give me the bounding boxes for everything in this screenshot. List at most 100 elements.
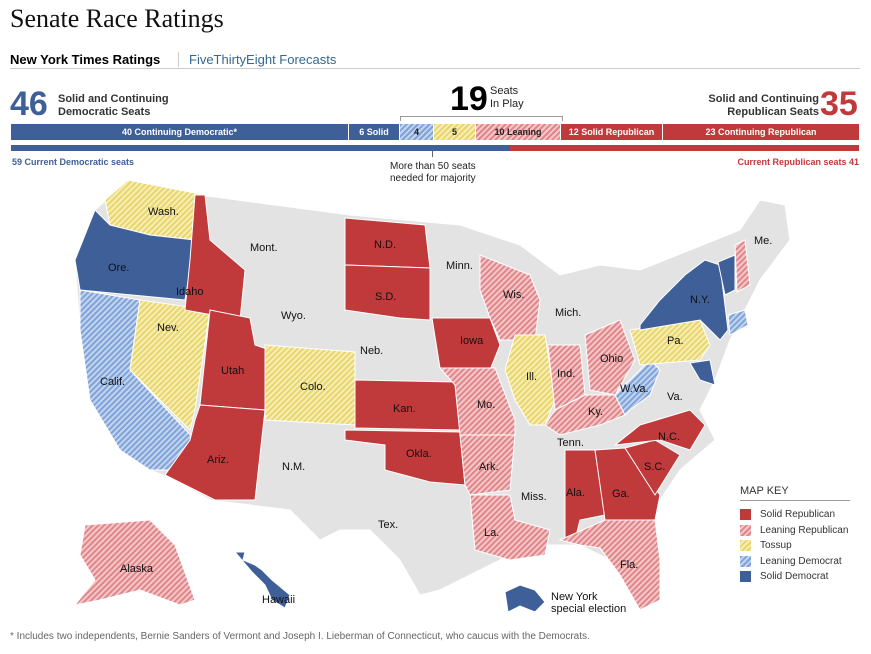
key-tossup: Tossup — [740, 538, 850, 554]
key-lean-dem: Leaning Democrat — [740, 554, 850, 570]
key-label: Leaning Democrat — [760, 555, 842, 567]
dem-label-2: Democratic Seats — [58, 106, 151, 118]
state-label-wva: W.Va. — [620, 383, 649, 395]
state-label-me: Me. — [754, 235, 772, 247]
state-label-mo: Mo. — [477, 399, 495, 411]
state-sd[interactable] — [344, 264, 431, 321]
state-label-ohio: Ohio — [600, 353, 623, 365]
state-label-miss: Miss. — [521, 491, 547, 503]
bar-solid-rep: 12 Solid Republican — [561, 124, 663, 140]
majority-note-1: More than 50 seats — [390, 161, 476, 172]
rep-label-2: Republican Seats — [727, 106, 819, 118]
state-label-utah: Utah — [221, 365, 244, 377]
state-sc[interactable] — [624, 439, 681, 496]
state-fla[interactable] — [558, 519, 661, 611]
state-label-ark: Ark. — [479, 461, 499, 473]
play-label-2: In Play — [490, 98, 524, 110]
ny-special-shape[interactable] — [504, 584, 546, 613]
ny-special-label: New York special election — [551, 591, 626, 615]
state-label-nd: N.D. — [374, 239, 396, 251]
state-label-iowa: Iowa — [460, 335, 484, 347]
play-label: Seats In Play — [490, 85, 524, 111]
footnote: * Includes two independents, Bernie Sand… — [10, 631, 590, 642]
bar-lean-dem: 4 — [400, 124, 434, 140]
state-vt[interactable] — [717, 254, 736, 296]
state-label-hawaii: Hawaii — [262, 594, 295, 606]
state-label-nev: Nev. — [157, 322, 179, 334]
rep-count: 35 — [820, 85, 858, 123]
state-ariz[interactable] — [164, 404, 266, 501]
state-label-ill: Ill. — [526, 371, 537, 383]
majority-tick — [432, 151, 433, 157]
state-label-wash: Wash. — [148, 206, 179, 218]
in-play-bracket — [400, 116, 563, 121]
ny-special-label-2: special election — [551, 603, 627, 615]
swatch-solid-rep — [740, 509, 751, 521]
state-label-alaska: Alaska — [120, 563, 154, 575]
key-solid-dem: Solid Democrat — [740, 569, 850, 585]
key-solid-rep: Solid Republican — [740, 507, 850, 523]
state-label-nc: N.C. — [658, 431, 680, 443]
state-la[interactable] — [469, 494, 551, 561]
majority-note: More than 50 seats needed for majority — [390, 161, 476, 185]
rep-label: Solid and Continuing Republican Seats — [708, 93, 819, 119]
state-label-nm: N.M. — [282, 461, 305, 473]
current-rep-bar — [510, 145, 859, 151]
map-key-title: MAP KEY — [740, 485, 850, 501]
bar-lean-rep: 10 Leaning — [476, 124, 561, 140]
state-ct[interactable] — [727, 309, 749, 336]
state-idaho[interactable] — [184, 194, 246, 321]
bar-continuing-rep: 23 Continuing Republican — [663, 124, 859, 140]
dem-label-1: Solid and Continuing — [58, 93, 169, 105]
current-dem-bar — [11, 145, 510, 151]
state-ark[interactable] — [459, 434, 516, 496]
state-md[interactable] — [689, 359, 716, 386]
state-ohio[interactable] — [584, 319, 636, 396]
state-wva[interactable] — [614, 359, 661, 416]
tab-bar: New York Times Ratings FiveThirtyEight F… — [10, 40, 860, 69]
swatch-tossup — [740, 540, 751, 552]
play-label-1: Seats — [490, 85, 519, 97]
state-label-okla: Okla. — [406, 448, 432, 460]
state-label-va: Va. — [667, 391, 683, 403]
tab-nyt-ratings[interactable]: New York Times Ratings — [10, 52, 161, 67]
state-label-la: La. — [484, 527, 499, 539]
current-dem-label: 59 Current Democratic seats — [12, 157, 135, 167]
play-count: 19 — [450, 80, 488, 118]
state-label-ga: Ga. — [612, 488, 630, 500]
state-label-ind: Ind. — [557, 368, 575, 380]
state-nh[interactable] — [734, 239, 751, 293]
state-label-kan: Kan. — [393, 403, 416, 415]
state-label-calif: Calif. — [100, 376, 125, 388]
key-label: Tossup — [760, 540, 792, 552]
state-label-minn: Minn. — [446, 260, 473, 272]
tab-fivethirtyeight[interactable]: FiveThirtyEight Forecasts — [178, 52, 336, 67]
state-alaska[interactable] — [73, 519, 196, 606]
state-label-ore: Ore. — [108, 262, 129, 274]
state-label-sd: S.D. — [375, 291, 396, 303]
state-label-tex: Tex. — [378, 519, 398, 531]
state-label-mont: Mont. — [250, 242, 278, 254]
state-label-tenn: Tenn. — [557, 437, 584, 449]
map-key: MAP KEY Solid Republican Leaning Republi… — [740, 485, 850, 585]
state-label-ny: N.Y. — [690, 294, 710, 306]
state-label-neb: Neb. — [360, 345, 383, 357]
state-ill[interactable] — [504, 334, 556, 426]
state-ny[interactable] — [639, 259, 729, 341]
state-nc[interactable] — [613, 409, 706, 451]
bar-solid-dem: 6 Solid — [349, 124, 400, 140]
key-label: Leaning Republican — [760, 524, 849, 536]
key-label: Solid Republican — [760, 509, 836, 521]
state-ga[interactable] — [594, 447, 661, 521]
state-label-ariz: Ariz. — [207, 454, 229, 466]
current-rep-label: Current Republican seats 41 — [737, 157, 859, 167]
state-label-ala: Ala. — [566, 487, 585, 499]
state-label-idaho: Idaho — [176, 286, 204, 298]
state-label-mich: Mich. — [555, 307, 581, 319]
state-iowa[interactable] — [431, 317, 501, 371]
swatch-lean-dem — [740, 555, 751, 567]
state-hawaii[interactable] — [233, 551, 291, 609]
bar-continuing-dem: 40 Continuing Democratic* — [11, 124, 349, 140]
dem-label: Solid and Continuing Democratic Seats — [58, 93, 169, 119]
